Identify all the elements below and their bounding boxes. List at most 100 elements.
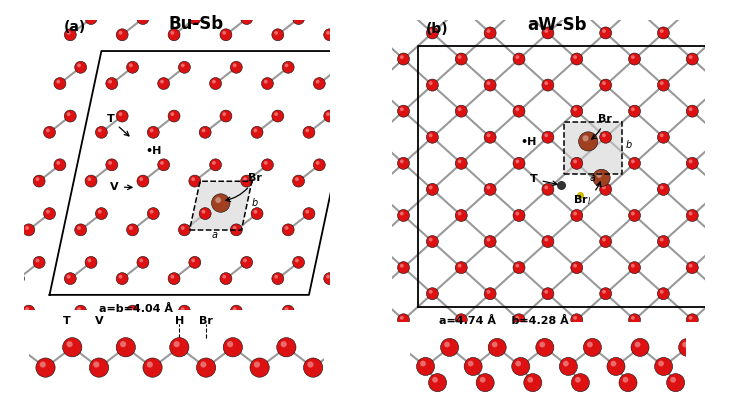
Circle shape	[189, 175, 201, 187]
Circle shape	[528, 377, 533, 382]
Circle shape	[573, 160, 577, 163]
Circle shape	[602, 185, 606, 189]
Circle shape	[659, 185, 664, 189]
Circle shape	[542, 183, 554, 195]
Circle shape	[230, 61, 242, 73]
Circle shape	[545, 29, 548, 33]
Circle shape	[657, 131, 670, 143]
Circle shape	[220, 110, 232, 122]
Circle shape	[611, 361, 616, 367]
Circle shape	[85, 175, 97, 187]
Circle shape	[116, 273, 128, 285]
Circle shape	[277, 338, 296, 357]
Circle shape	[40, 361, 46, 368]
Circle shape	[542, 131, 554, 143]
Circle shape	[515, 316, 520, 320]
Text: T: T	[63, 316, 71, 326]
Circle shape	[57, 80, 60, 84]
Circle shape	[600, 288, 612, 300]
Circle shape	[602, 238, 606, 242]
Circle shape	[686, 53, 698, 65]
Circle shape	[559, 357, 577, 375]
Circle shape	[458, 160, 461, 163]
Circle shape	[542, 288, 554, 300]
Circle shape	[659, 29, 664, 33]
Circle shape	[397, 53, 409, 65]
Circle shape	[178, 305, 191, 317]
Circle shape	[98, 129, 102, 132]
Circle shape	[253, 210, 258, 214]
Circle shape	[486, 238, 490, 242]
Circle shape	[484, 288, 496, 300]
Circle shape	[429, 238, 433, 242]
Circle shape	[116, 29, 128, 41]
Text: a=b=4.04 Å: a=b=4.04 Å	[99, 304, 173, 314]
Circle shape	[223, 338, 242, 357]
Circle shape	[36, 358, 55, 377]
Circle shape	[513, 209, 525, 221]
Circle shape	[607, 357, 625, 375]
Circle shape	[484, 27, 496, 39]
Text: •H: •H	[146, 146, 162, 156]
Circle shape	[619, 374, 637, 392]
Circle shape	[88, 259, 91, 262]
Circle shape	[33, 256, 45, 268]
Circle shape	[400, 212, 404, 215]
Circle shape	[25, 307, 29, 311]
Circle shape	[137, 256, 149, 268]
Circle shape	[484, 79, 496, 91]
Text: a: a	[212, 230, 218, 240]
Circle shape	[631, 338, 649, 357]
Circle shape	[689, 316, 693, 320]
Circle shape	[667, 374, 684, 392]
Circle shape	[137, 175, 149, 187]
Circle shape	[77, 307, 81, 311]
Circle shape	[426, 288, 439, 300]
Circle shape	[33, 175, 45, 187]
Circle shape	[171, 275, 174, 279]
Circle shape	[241, 175, 252, 187]
Circle shape	[480, 377, 486, 382]
Circle shape	[432, 377, 438, 382]
Text: Bu-Sb: Bu-Sb	[169, 15, 224, 33]
Circle shape	[170, 338, 189, 357]
Circle shape	[602, 290, 606, 294]
Circle shape	[686, 105, 698, 117]
Circle shape	[658, 361, 664, 367]
Circle shape	[631, 264, 634, 267]
Circle shape	[515, 264, 520, 267]
Text: (b): (b)	[425, 22, 448, 36]
Circle shape	[679, 338, 697, 357]
Circle shape	[629, 105, 640, 117]
Circle shape	[539, 341, 545, 347]
Text: b: b	[252, 198, 258, 208]
Circle shape	[444, 341, 450, 347]
Circle shape	[600, 236, 612, 248]
Circle shape	[263, 161, 268, 165]
Circle shape	[160, 80, 164, 84]
Circle shape	[303, 358, 323, 377]
Circle shape	[88, 15, 91, 19]
Circle shape	[596, 172, 602, 178]
Circle shape	[458, 107, 461, 111]
Circle shape	[64, 273, 77, 285]
Circle shape	[571, 53, 583, 65]
Circle shape	[89, 358, 109, 377]
Circle shape	[515, 361, 521, 367]
Circle shape	[441, 338, 459, 357]
Circle shape	[116, 338, 135, 357]
Circle shape	[513, 314, 525, 326]
Circle shape	[397, 157, 409, 169]
Circle shape	[127, 61, 138, 73]
Circle shape	[573, 55, 577, 59]
Circle shape	[191, 259, 195, 262]
Circle shape	[686, 209, 698, 221]
Circle shape	[233, 307, 236, 311]
Circle shape	[623, 377, 629, 382]
Circle shape	[210, 159, 222, 171]
Circle shape	[191, 177, 195, 181]
Circle shape	[222, 275, 226, 279]
Circle shape	[657, 183, 670, 195]
Circle shape	[689, 55, 693, 59]
Text: Br: Br	[592, 113, 612, 139]
